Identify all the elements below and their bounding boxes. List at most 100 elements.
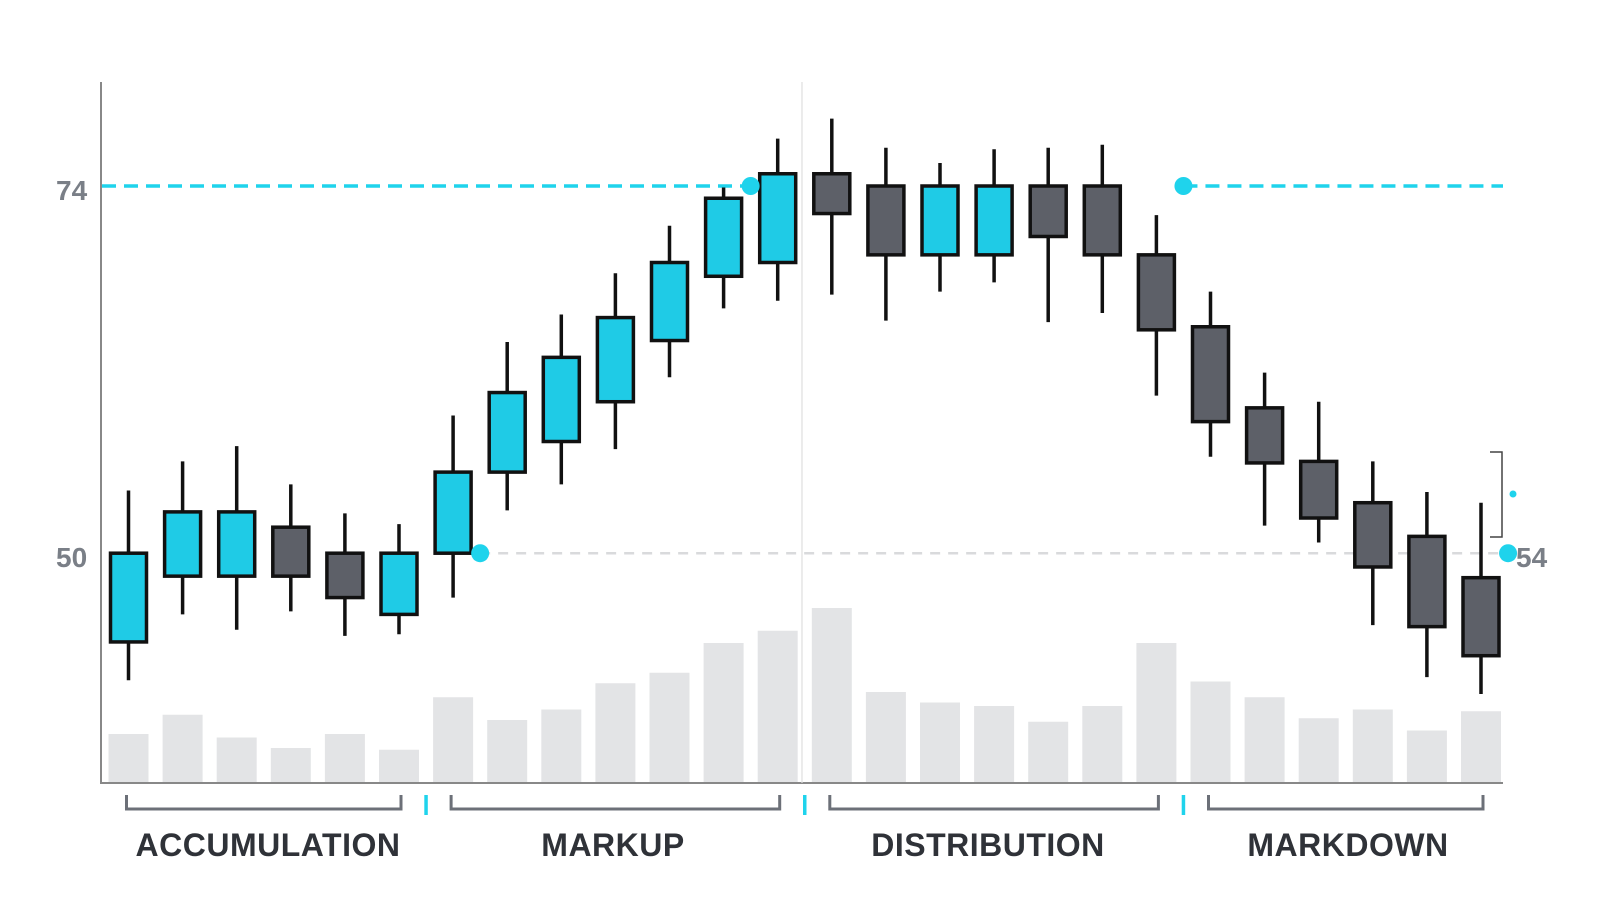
candle-body (325, 551, 365, 600)
candle-body (487, 390, 527, 474)
volume-bar (1461, 711, 1501, 783)
volume-bar (974, 706, 1015, 783)
bracket-dot (1509, 490, 1517, 498)
volume-bar (595, 683, 636, 783)
candle (866, 147, 906, 321)
candle-body (920, 184, 960, 257)
candle-body (1298, 459, 1339, 520)
candle (487, 342, 527, 511)
candle (1407, 492, 1447, 678)
volume-bar (1028, 721, 1069, 783)
volume-bar (433, 697, 474, 783)
level-marker (741, 177, 760, 195)
candle-body (595, 315, 636, 404)
level-marker (1174, 177, 1193, 195)
level-layer (102, 184, 1503, 555)
volume-bar (811, 608, 852, 783)
candle-body (866, 184, 906, 257)
candle (108, 490, 149, 681)
candle-body (703, 196, 744, 279)
candle-body (541, 355, 582, 444)
candle-body (1136, 253, 1177, 332)
candle-body (216, 510, 257, 578)
candle-layer (108, 118, 1501, 694)
candle (271, 484, 311, 612)
phase-label-markdown: MARKDOWN (1247, 827, 1448, 863)
candle-body (1407, 534, 1447, 629)
candle-body (1244, 406, 1285, 465)
candle (1298, 401, 1339, 543)
volume-bar (1190, 681, 1231, 783)
phase-label-distribution: DISTRIBUTION (871, 827, 1105, 863)
volume-bar (216, 737, 257, 783)
candle (162, 461, 203, 615)
phase-label-markup: MARKUP (541, 827, 684, 863)
level-marker (1499, 544, 1518, 563)
candle (325, 513, 365, 636)
candle (1353, 461, 1393, 626)
candle (595, 273, 636, 450)
candle-body (812, 172, 852, 216)
volume-bar (703, 643, 744, 783)
volume-bar (487, 720, 528, 783)
y-tick-label-50: 50 (56, 542, 87, 573)
candle-body (1028, 184, 1068, 239)
phase-label-accumulation: ACCUMULATION (136, 827, 401, 863)
candle (216, 446, 257, 630)
phase-bracket (449, 795, 782, 811)
y-tick-label-74: 74 (56, 175, 88, 206)
candle-body (1190, 325, 1231, 424)
candle (649, 225, 690, 378)
volume-bar (1406, 730, 1447, 783)
candle-body (108, 551, 149, 644)
candle-body (271, 525, 311, 578)
candle (541, 314, 582, 485)
volume-bar (865, 692, 906, 783)
candle-body (162, 510, 203, 578)
level-marker (471, 544, 490, 563)
candle (379, 524, 419, 635)
candle (433, 415, 473, 598)
volume-bar (324, 734, 365, 783)
volume-bar (920, 702, 960, 783)
candle (1461, 502, 1501, 694)
candle (1028, 147, 1068, 323)
candle-body (433, 470, 473, 555)
range-bracket (1490, 451, 1503, 538)
candle-body (379, 551, 419, 617)
volume-bar (162, 714, 203, 783)
candle-body (649, 260, 690, 343)
candle (703, 187, 744, 309)
candle (974, 149, 1014, 283)
right-level-label: 54 (1516, 542, 1548, 573)
phase-bracket (1207, 795, 1485, 811)
volume-bar (649, 672, 690, 783)
volume-bar (1136, 643, 1177, 783)
volume-bar (1298, 718, 1339, 783)
volume-bar (757, 630, 798, 783)
candle (1190, 291, 1231, 457)
volume-layer (108, 608, 1501, 783)
candle (920, 163, 960, 292)
candle-body (1353, 500, 1393, 569)
candle (1082, 144, 1123, 313)
volume-bar (1352, 709, 1393, 783)
phase-bracket (125, 795, 403, 811)
phase-layer (125, 795, 1485, 815)
candle-body (1082, 184, 1123, 257)
volume-bar (379, 749, 419, 783)
volume-bar (1082, 706, 1123, 783)
marker-layer (471, 177, 1518, 563)
candle (1244, 372, 1285, 526)
candle (812, 118, 852, 295)
volume-bar (541, 709, 582, 783)
candle-body (974, 184, 1014, 257)
phase-bracket (828, 795, 1160, 811)
candle (757, 138, 798, 301)
volume-bar (1244, 697, 1285, 783)
volume-bar (108, 734, 149, 783)
candle (1136, 215, 1177, 396)
candle-body (1461, 575, 1501, 658)
candle-body (757, 172, 798, 265)
